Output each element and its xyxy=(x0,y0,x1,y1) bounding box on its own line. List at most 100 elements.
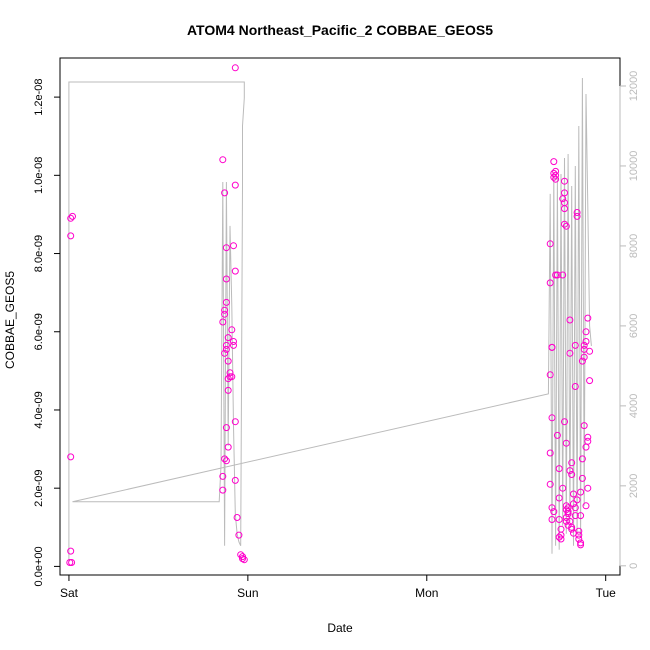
data-point xyxy=(224,375,232,383)
data-point xyxy=(562,439,570,447)
data-point xyxy=(68,559,76,566)
data-point xyxy=(221,306,229,314)
data-point xyxy=(564,521,572,529)
data-point xyxy=(580,422,588,430)
data-point xyxy=(561,205,568,213)
x-axis: Sat Sun Mon Tue xyxy=(60,574,617,600)
data-point xyxy=(548,516,556,523)
data-point xyxy=(573,212,581,220)
data-point xyxy=(548,414,556,422)
y2-tick-label: 6000 xyxy=(628,314,640,338)
data-point xyxy=(222,424,230,432)
y-tick-label: 4.0e-09 xyxy=(33,391,45,428)
data-point xyxy=(231,64,239,72)
y2-tick-label: 4000 xyxy=(628,394,640,418)
data-point xyxy=(586,347,594,355)
data-point xyxy=(222,341,230,349)
data-point xyxy=(555,494,563,502)
data-point xyxy=(550,508,558,516)
data-point xyxy=(564,504,572,512)
y-axis-left: 0.0e+00 2.0e-09 4.0e-09 6.0e-09 8.0e-09 1.0e-… xyxy=(33,78,61,586)
data-point xyxy=(219,156,227,164)
data-point xyxy=(224,357,232,365)
data-point xyxy=(233,514,241,521)
data-point xyxy=(224,443,232,451)
data-point xyxy=(582,502,590,510)
data-point xyxy=(548,504,556,512)
data-point xyxy=(555,533,563,541)
data-point xyxy=(239,555,246,563)
data-point xyxy=(570,490,577,498)
data-point xyxy=(570,500,577,508)
data-point xyxy=(222,275,230,283)
data-point xyxy=(546,371,554,379)
data-point xyxy=(582,328,590,336)
x-axis-label: Date xyxy=(327,621,353,635)
data-point xyxy=(228,326,236,334)
y-tick-label: 1.0e-08 xyxy=(33,157,45,194)
data-point xyxy=(552,171,560,179)
data-point xyxy=(562,517,570,525)
data-point xyxy=(230,242,237,250)
y-tick-label: 0.0e+00 xyxy=(33,546,45,586)
data-point xyxy=(222,457,230,465)
data-point xyxy=(237,551,245,559)
data-point xyxy=(221,349,229,357)
x-tick-label: Tue xyxy=(596,586,617,600)
data-point xyxy=(559,484,567,492)
data-point xyxy=(559,271,567,279)
y2-tick-label: 0 xyxy=(628,563,640,569)
data-point xyxy=(577,488,585,496)
y-axis-label: COBBAE_GEOS5 xyxy=(3,271,17,369)
data-point xyxy=(566,349,574,357)
data-point xyxy=(548,343,556,351)
data-point xyxy=(231,181,239,189)
data-point xyxy=(586,377,594,385)
data-point xyxy=(553,431,561,439)
data-point xyxy=(219,472,227,480)
data-point xyxy=(571,512,579,520)
data-point xyxy=(561,418,568,426)
y-tick-label: 8.0e-09 xyxy=(33,235,45,272)
data-point xyxy=(231,267,239,275)
data-point xyxy=(222,345,230,353)
data-point xyxy=(568,459,576,467)
y2-tick-label: 8000 xyxy=(628,234,640,258)
data-point xyxy=(224,334,232,342)
data-point xyxy=(222,244,230,252)
data-point xyxy=(559,195,567,203)
data-point xyxy=(555,516,563,523)
data-point xyxy=(557,535,565,543)
x-tick-label: Sun xyxy=(237,586,258,600)
data-point xyxy=(221,189,229,197)
data-point xyxy=(69,212,76,220)
data-point xyxy=(221,455,229,463)
data-point xyxy=(571,383,579,390)
data-point xyxy=(578,357,586,365)
data-point xyxy=(573,209,581,216)
y-tick-label: 2.0e-09 xyxy=(33,470,45,507)
data-point xyxy=(67,232,75,240)
data-point xyxy=(582,338,590,345)
data-point xyxy=(584,437,592,445)
data-point xyxy=(575,527,583,535)
data-point xyxy=(67,453,75,461)
data-point xyxy=(575,531,583,539)
data-point xyxy=(571,504,579,512)
plot-area xyxy=(59,57,621,576)
data-point xyxy=(580,341,588,349)
data-point xyxy=(568,525,576,533)
data-point xyxy=(584,433,592,441)
y-tick-label: 6.0e-09 xyxy=(33,313,45,350)
y2-tick-label: 2000 xyxy=(628,474,640,498)
data-point xyxy=(578,455,586,463)
data-point xyxy=(231,476,239,484)
data-point xyxy=(577,539,585,547)
data-point xyxy=(577,512,585,520)
data-point xyxy=(230,341,237,349)
data-point xyxy=(552,175,560,183)
data-point xyxy=(228,373,236,381)
data-point xyxy=(67,547,75,555)
data-point xyxy=(552,271,560,279)
